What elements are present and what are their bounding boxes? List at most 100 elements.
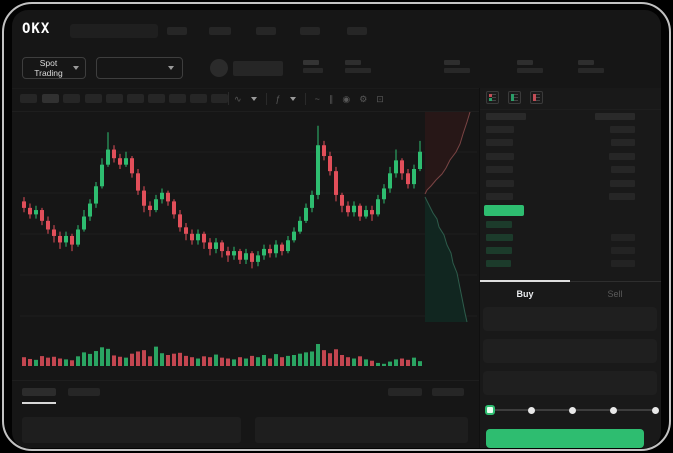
change-24h-stat: [345, 60, 375, 76]
timeframe-button[interactable]: [106, 94, 123, 103]
timeframe-button[interactable]: [169, 94, 186, 103]
candle-style-icon[interactable]: ∿: [234, 94, 242, 104]
ask-amount: [611, 166, 635, 174]
price-chart[interactable]: [12, 10, 661, 448]
orders-action[interactable]: [432, 388, 464, 396]
orders-tab-active[interactable]: [22, 388, 56, 396]
book-view-asks-icon[interactable]: [530, 91, 543, 104]
sell-tab-label: Sell: [607, 289, 623, 299]
spot-trading-dropdown[interactable]: Spot Trading: [22, 57, 86, 79]
last-price-highlight[interactable]: [484, 205, 524, 216]
indicators-icon[interactable]: ƒ: [275, 94, 281, 104]
okx-logo: OKX: [22, 21, 51, 37]
nav-item-placeholder[interactable]: [300, 27, 320, 35]
nav-item-placeholder[interactable]: [256, 27, 276, 35]
slider-stop[interactable]: [569, 406, 576, 414]
timeframe-button[interactable]: [127, 94, 144, 103]
okx-trading-app: OKX Spot Trading ∿ ƒ ~ ∥ ◉ ⚙ ⊡: [12, 10, 661, 448]
ask-price: [486, 126, 514, 133]
divider: [12, 111, 479, 112]
ask-price: [486, 193, 513, 200]
bid-price: [486, 260, 511, 267]
line-tool-icon[interactable]: ~: [314, 94, 320, 104]
timeframe-button[interactable]: [148, 94, 165, 103]
slider-stop-selected[interactable]: [485, 405, 495, 415]
amount-slider[interactable]: [484, 402, 661, 418]
nav-item-placeholder[interactable]: [167, 27, 187, 35]
bid-amount: [611, 260, 635, 267]
toolbar-divider: [228, 92, 229, 105]
chevron-down-icon[interactable]: [250, 97, 257, 101]
divider: [480, 109, 661, 110]
panel-divider: [479, 88, 480, 448]
ask-price: [486, 166, 513, 174]
timeframe-button[interactable]: [63, 94, 80, 103]
book-header-price: [486, 113, 526, 120]
orders-list-placeholder: [22, 417, 241, 443]
order-book[interactable]: [480, 110, 661, 280]
settings-icon[interactable]: ⚙: [359, 94, 368, 104]
nav-item-placeholder[interactable]: [347, 27, 367, 35]
pair-dropdown[interactable]: [96, 57, 183, 79]
divider: [12, 88, 661, 89]
last-price-stat: [303, 60, 333, 76]
depth-profile: [424, 111, 471, 323]
nav-item-placeholder[interactable]: [209, 27, 231, 35]
low-24h-stat: [517, 60, 547, 76]
bid-price: [486, 247, 512, 254]
total-input[interactable]: [483, 371, 657, 395]
ask-price: [486, 139, 513, 147]
app-inner: OKX Spot Trading ∿ ƒ ~ ∥ ◉ ⚙ ⊡: [12, 10, 661, 448]
timeframe-button[interactable]: [85, 94, 102, 103]
book-view-bids-icon[interactable]: [508, 91, 521, 104]
high-24h-stat: [444, 60, 474, 76]
ask-price: [486, 152, 514, 160]
bid-price: [486, 234, 513, 241]
timeframe-button[interactable]: [42, 94, 59, 103]
timeframe-button[interactable]: [190, 94, 207, 103]
candles-layer: [22, 125, 422, 269]
tab-sell[interactable]: Sell: [570, 284, 660, 304]
ask-amount: [609, 152, 635, 160]
slider-stop[interactable]: [610, 406, 618, 414]
tools-divider: [304, 93, 306, 105]
slider-stop[interactable]: [527, 406, 535, 414]
compare-icon[interactable]: ∥: [328, 94, 334, 104]
tab-buy[interactable]: Buy: [480, 284, 570, 304]
timeframe-button[interactable]: [211, 94, 228, 103]
price-input[interactable]: [483, 307, 657, 331]
volume-24h-stat: [578, 60, 608, 76]
ask-amount: [611, 139, 635, 147]
bid-amount: [611, 247, 635, 254]
bid-price: [486, 221, 512, 228]
pair-name-placeholder: [233, 61, 283, 76]
chevron-down-icon[interactable]: [289, 97, 296, 101]
buy-tab-label: Buy: [516, 289, 534, 299]
search-input[interactable]: [70, 24, 158, 38]
buy-button[interactable]: [486, 429, 644, 448]
orders-action[interactable]: [388, 388, 422, 396]
ask-price: [486, 179, 514, 187]
fullscreen-icon[interactable]: ⊡: [376, 94, 384, 104]
chevron-down-icon: [168, 66, 174, 70]
ask-amount: [610, 126, 635, 133]
amount-input[interactable]: [483, 339, 657, 363]
tab-divider: [570, 281, 661, 282]
ask-amount: [609, 193, 635, 200]
orders-tab[interactable]: [68, 388, 100, 396]
ask-amount: [610, 179, 635, 187]
timeframe-button[interactable]: [20, 94, 37, 103]
divider: [12, 380, 479, 381]
snapshot-icon[interactable]: ◉: [342, 94, 351, 104]
tools-divider: [265, 93, 267, 105]
chart-tools: ∿ ƒ ~ ∥ ◉ ⚙ ⊡: [234, 92, 384, 106]
volume-layer: [22, 344, 422, 366]
book-view-combined-icon[interactable]: [486, 91, 499, 104]
slider-stop[interactable]: [651, 406, 659, 414]
book-header-amount: [595, 113, 635, 120]
chevron-down-icon: [73, 66, 79, 70]
coin-icon: [210, 59, 228, 77]
bid-amount: [611, 234, 635, 241]
spot-trading-label: Spot Trading: [34, 58, 63, 78]
buy-tab-indicator: [480, 280, 570, 282]
